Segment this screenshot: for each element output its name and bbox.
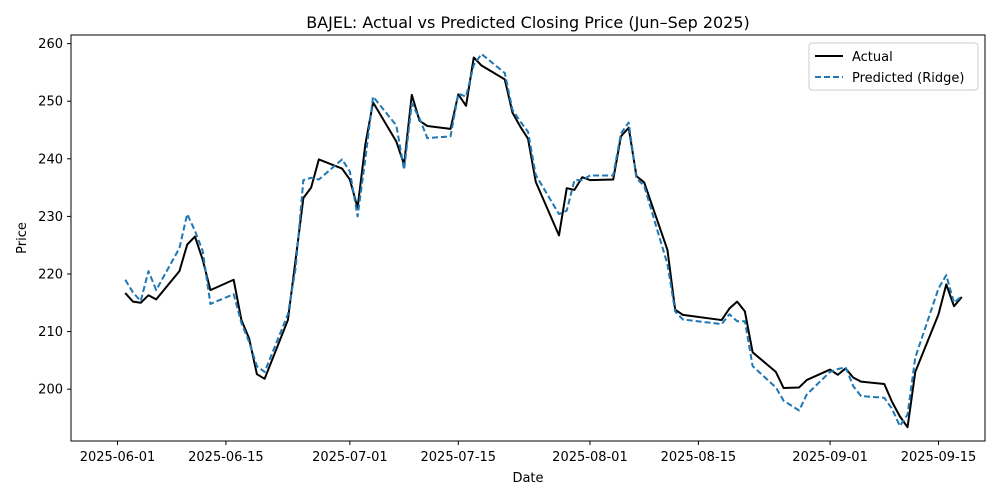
y-tick-label: 240 (38, 152, 63, 167)
legend-label-actual: Actual (852, 50, 893, 65)
legend: Actual Predicted (Ridge) (808, 42, 979, 91)
x-tick-label: 2025-09-01 (792, 450, 868, 465)
x-tick-label: 2025-09-15 (901, 450, 977, 465)
x-tick-label: 2025-06-01 (80, 450, 156, 465)
legend-label-predicted: Predicted (Ridge) (852, 71, 964, 86)
y-tick-label: 220 (38, 267, 63, 282)
x-axis: 2025-06-01 2025-06-15 2025-07-01 2025-07-15… (80, 441, 977, 465)
x-axis-title: Date (512, 471, 543, 486)
y-axis: 200 210 220 230 240 250 260 (38, 37, 71, 398)
y-axis-title: Price (15, 222, 30, 254)
legend-box (808, 42, 979, 91)
y-tick-label: 230 (38, 210, 63, 225)
x-tick-label: 2025-07-01 (312, 450, 388, 465)
series-layer (124, 53, 963, 429)
y-tick-label: 210 (38, 325, 63, 340)
x-tick-label: 2025-07-15 (421, 450, 497, 465)
series-line-predicted (124, 53, 963, 428)
series-line-actual (124, 56, 963, 429)
x-tick-label: 2025-08-15 (661, 450, 737, 465)
chart-title: BAJEL: Actual vs Predicted Closing Price… (306, 13, 750, 32)
y-tick-label: 250 (38, 95, 63, 110)
x-tick-label: 2025-06-15 (188, 450, 264, 465)
y-tick-label: 260 (38, 37, 63, 52)
x-tick-label: 2025-08-01 (552, 450, 628, 465)
plot-area-frame (70, 34, 986, 442)
y-tick-label: 200 (38, 383, 63, 398)
